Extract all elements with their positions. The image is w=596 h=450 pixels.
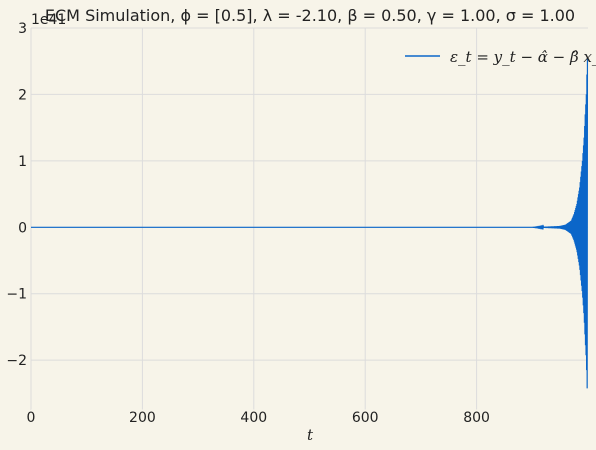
y-tick-label: 1 [18,154,27,170]
y-offset-label: 1e41 [31,12,66,28]
series-group [31,57,589,389]
y-tick-label: 3 [18,21,27,37]
x-tick-label: 400 [240,410,267,426]
x-tick-label: 0 [27,410,36,426]
grid [30,27,588,410]
plot-area [31,28,588,410]
y-tick-label: 2 [18,87,27,103]
x-axis-label: t [307,426,314,444]
y-tick-label: −2 [6,353,27,369]
x-tick-label: 800 [463,410,490,426]
legend: ε_t = y_t − α̂ − β̂ x_t [405,48,596,66]
y-tick-label: 0 [18,220,27,236]
tick-labels: 0 200 400 600 800 −2 −1 0 1 2 3 [6,21,490,426]
x-tick-label: 600 [352,410,379,426]
x-tick-label: 200 [129,410,156,426]
legend-label: ε_t = y_t − α̂ − β̂ x_t [450,48,596,66]
chart-title: ECM Simulation, ϕ = [0.5], λ = -2.10, β … [45,6,575,25]
series-line [31,57,589,389]
y-tick-label: −1 [6,287,27,303]
